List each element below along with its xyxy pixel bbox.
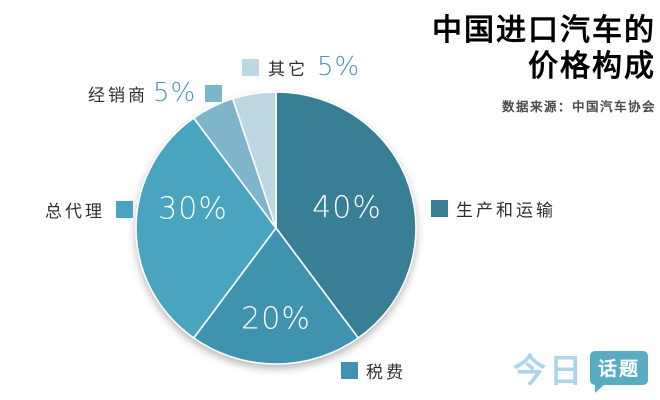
legend-marker-production	[431, 200, 448, 217]
legend-dealers: 经销商 5%	[88, 78, 223, 108]
data-source: 数据来源：中国汽车协会	[501, 99, 656, 114]
pie-slice-1	[192, 227, 360, 365]
legend-production: 生产和运输	[431, 196, 556, 221]
legend-marker-taxes	[341, 362, 358, 379]
legend-label-general-agent: 总代理	[45, 202, 105, 222]
slice-value-production: 40%	[312, 190, 382, 226]
pie-slice-2	[135, 117, 277, 339]
legend-percent-dealers: 5%	[153, 78, 197, 108]
legend-percent-others: 5%	[317, 52, 361, 82]
legend-label-taxes: 税费	[366, 363, 406, 383]
title-block: 中国进口汽车的 价格构成 数据来源：中国汽车协会	[432, 13, 656, 115]
legend-label-others: 其它	[268, 59, 308, 80]
legend-label-production: 生产和运输	[456, 201, 556, 221]
pie-slice-0	[275, 91, 417, 339]
legend-others: 其它 5%	[242, 52, 360, 82]
legend-marker-general-agent	[116, 201, 133, 218]
page-title-line2: 价格构成	[528, 49, 656, 84]
page-title-line1: 中国进口汽车的	[432, 13, 656, 48]
legend-marker-dealers	[205, 84, 223, 102]
legend-marker-others	[242, 58, 259, 76]
legend-label-dealers: 经销商	[88, 85, 148, 106]
watermark-badge: 话题	[589, 351, 648, 393]
legend-taxes: 税费	[341, 358, 406, 383]
watermark-badge-text: 话题	[597, 358, 640, 380]
watermark-logo: 今日 话题	[512, 344, 648, 393]
pie-slice-4	[231, 91, 277, 229]
slice-value-general-agent: 30%	[158, 191, 228, 227]
legend-general-agent: 总代理	[45, 197, 133, 222]
slice-value-taxes: 20%	[241, 301, 311, 337]
speech-bubble-tail-icon	[594, 384, 605, 393]
watermark-text: 今日	[512, 351, 585, 390]
